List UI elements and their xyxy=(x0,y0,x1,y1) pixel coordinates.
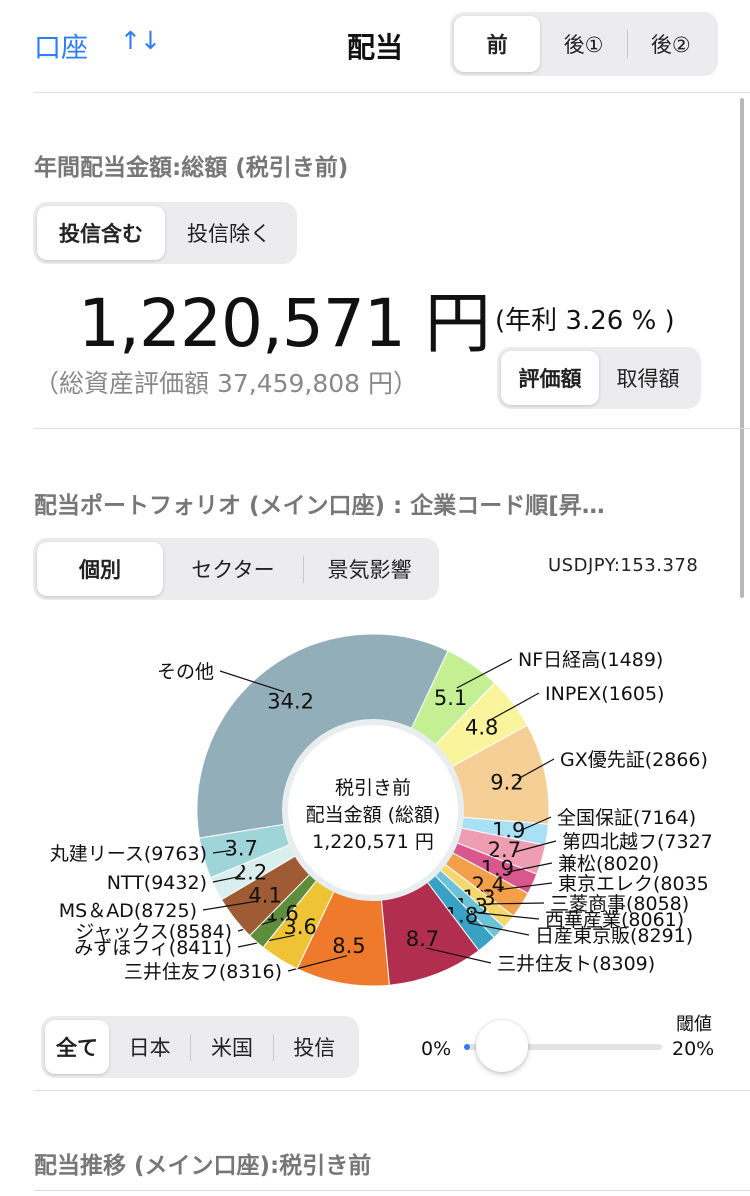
section-divider xyxy=(34,428,750,429)
slice-label-16: 丸建リース(9763) xyxy=(50,843,207,865)
section-divider xyxy=(34,1190,750,1191)
fund-toggle: 投信含む 投信除く xyxy=(33,202,297,264)
center-line-2: 配当金額 (総額) xyxy=(305,804,441,826)
slice-label-6: 東京エレク(8035 xyxy=(558,873,709,895)
slice-label-17: その他 xyxy=(157,661,214,683)
annual-yield: (年利 3.26 % ) xyxy=(495,306,675,336)
donut-hole-ring xyxy=(282,719,464,901)
slice-label-14: MS＆AD(8725) xyxy=(59,900,197,922)
center-line-3: 1,220,571 円 xyxy=(312,831,434,853)
tab-before-tax[interactable]: 前 xyxy=(454,16,541,72)
threshold-label: 閾値 xyxy=(676,1014,712,1035)
slice-label-2: GX優先証(2866) xyxy=(560,749,708,771)
toggle-market-value[interactable]: 評価額 xyxy=(501,351,599,405)
slice-leader-2 xyxy=(517,758,555,780)
slice-label-15: NTT(9432) xyxy=(107,872,207,894)
scrollbar[interactable] xyxy=(740,98,744,598)
toggle-exclude-funds[interactable]: 投信除く xyxy=(187,222,271,246)
slice-leader-7 xyxy=(487,902,545,905)
slider-max-label: 20% xyxy=(672,1038,715,1060)
slice-value-0: 5.1 xyxy=(434,686,467,710)
slice-label-4: 第四北越フ(7327 xyxy=(562,831,713,853)
portfolio-view-tabs: 個別 セクター 景気影響 xyxy=(33,538,439,600)
slice-leader-11 xyxy=(287,955,348,972)
slice-leader-5 xyxy=(507,862,553,873)
slice-leader-9 xyxy=(468,922,530,936)
history-section-title: 配当推移 (メイン口座):税引き前 xyxy=(34,1153,372,1179)
tab-after-tax-2[interactable]: 後② xyxy=(650,33,691,57)
slice-value-17: 34.2 xyxy=(267,690,314,714)
tax-tabs: 前 後① 後② xyxy=(450,12,718,76)
tab-individual[interactable]: 個別 xyxy=(37,542,163,596)
center-line-1: 税引き前 xyxy=(334,777,411,799)
slice-label-8: 西華産業(8061) xyxy=(545,909,684,931)
donut-hole xyxy=(285,722,461,898)
slice-label-5: 兼松(8020) xyxy=(558,853,659,875)
threshold-slider-fill xyxy=(464,1044,470,1050)
slice-leader-6 xyxy=(497,882,553,891)
slice-leader-14 xyxy=(202,900,257,911)
account-button[interactable]: 口座 xyxy=(34,33,88,64)
slice-label-11: 三井住友フ(8316) xyxy=(124,961,282,983)
tab-divider xyxy=(190,1033,192,1061)
slice-value-14: 4.1 xyxy=(248,883,281,907)
tab-economic-impact[interactable]: 景気影響 xyxy=(327,558,412,582)
filter-us[interactable]: 米国 xyxy=(210,1036,253,1060)
total-assets: （総資産評価額 37,459,808 円） xyxy=(34,369,419,398)
fx-rate: USDJPY:153.378 xyxy=(548,555,699,576)
slice-value-16: 3.7 xyxy=(225,836,258,860)
annual-amount: 1,220,571 円 xyxy=(78,285,491,362)
tab-after-tax-1[interactable]: 後① xyxy=(563,33,604,57)
slice-leader-3 xyxy=(519,816,552,832)
slice-label-0: NF日経高(1489) xyxy=(518,649,663,671)
threshold-slider-track[interactable] xyxy=(464,1044,662,1050)
slice-label-9: 日産東京販(8291) xyxy=(535,925,693,947)
tab-divider xyxy=(272,1033,274,1061)
slice-label-10: 三井住友ト(8309) xyxy=(497,953,655,975)
basis-toggle: 評価額 取得額 xyxy=(497,347,701,409)
slice-label-7: 三菱商事(8058) xyxy=(550,893,689,915)
toggle-acquisition-cost[interactable]: 取得額 xyxy=(616,367,680,391)
slice-value-1: 4.8 xyxy=(465,716,498,740)
section-divider xyxy=(34,1090,750,1091)
tab-divider xyxy=(626,30,628,58)
slice-value-2: 9.2 xyxy=(490,770,523,794)
toggle-include-funds[interactable]: 投信含む xyxy=(37,206,165,260)
slice-value-12: 3.6 xyxy=(283,915,316,939)
donut-center-label: 税引き前 配当金額 (総額) 1,220,571 円 xyxy=(273,775,473,856)
top-bar: 口座 ↑↓ 配当 前 後① 後② xyxy=(0,0,750,92)
slice-leader-10 xyxy=(426,947,492,964)
slice-leader-15 xyxy=(212,875,241,883)
dividend-donut-chart: 5.1 NF日経高(1489) 4.8 INPEX(1605) 9.2 GX優先証(286… xyxy=(0,600,750,1010)
tab-divider xyxy=(303,555,304,583)
filter-all[interactable]: 全て xyxy=(45,1020,109,1074)
slice-leader-8 xyxy=(479,912,540,920)
slice-leader-16 xyxy=(212,849,231,854)
donut-svg: 5.1 NF日経高(1489) 4.8 INPEX(1605) 9.2 GX優先証(286… xyxy=(50,633,713,987)
slice-label-13: ジャックス(8584) xyxy=(75,921,232,943)
slice-label-1: INPEX(1605) xyxy=(545,683,664,705)
slice-leader-1 xyxy=(490,692,540,721)
annual-section-title: 年間配当金額:総額 (税引き前) xyxy=(34,155,349,181)
filter-funds[interactable]: 投信 xyxy=(293,1036,336,1060)
slice-label-3: 全国保証(7164) xyxy=(557,807,696,829)
sort-icon[interactable]: ↑↓ xyxy=(120,26,161,55)
portfolio-section-title: 配当ポートフォリオ (メイン口座) : 企業コード順[昇… xyxy=(34,493,605,519)
slice-value-11: 8.5 xyxy=(332,934,365,958)
slider-min-label: 0% xyxy=(421,1038,452,1060)
filter-japan[interactable]: 日本 xyxy=(128,1036,171,1060)
threshold-slider-thumb[interactable] xyxy=(475,1020,528,1072)
slice-leader-0 xyxy=(456,658,513,689)
slice-value-10: 8.7 xyxy=(406,927,439,951)
page-title: 配当 xyxy=(346,31,403,64)
slice-label-12: みずほフィ(8411) xyxy=(74,937,232,959)
region-filter-tabs: 全て 日本 米国 投信 xyxy=(41,1016,359,1078)
tab-sector[interactable]: セクター xyxy=(191,558,275,582)
slice-leader-17 xyxy=(219,670,285,693)
slice-leader-4 xyxy=(514,840,557,853)
header-divider xyxy=(34,92,750,93)
